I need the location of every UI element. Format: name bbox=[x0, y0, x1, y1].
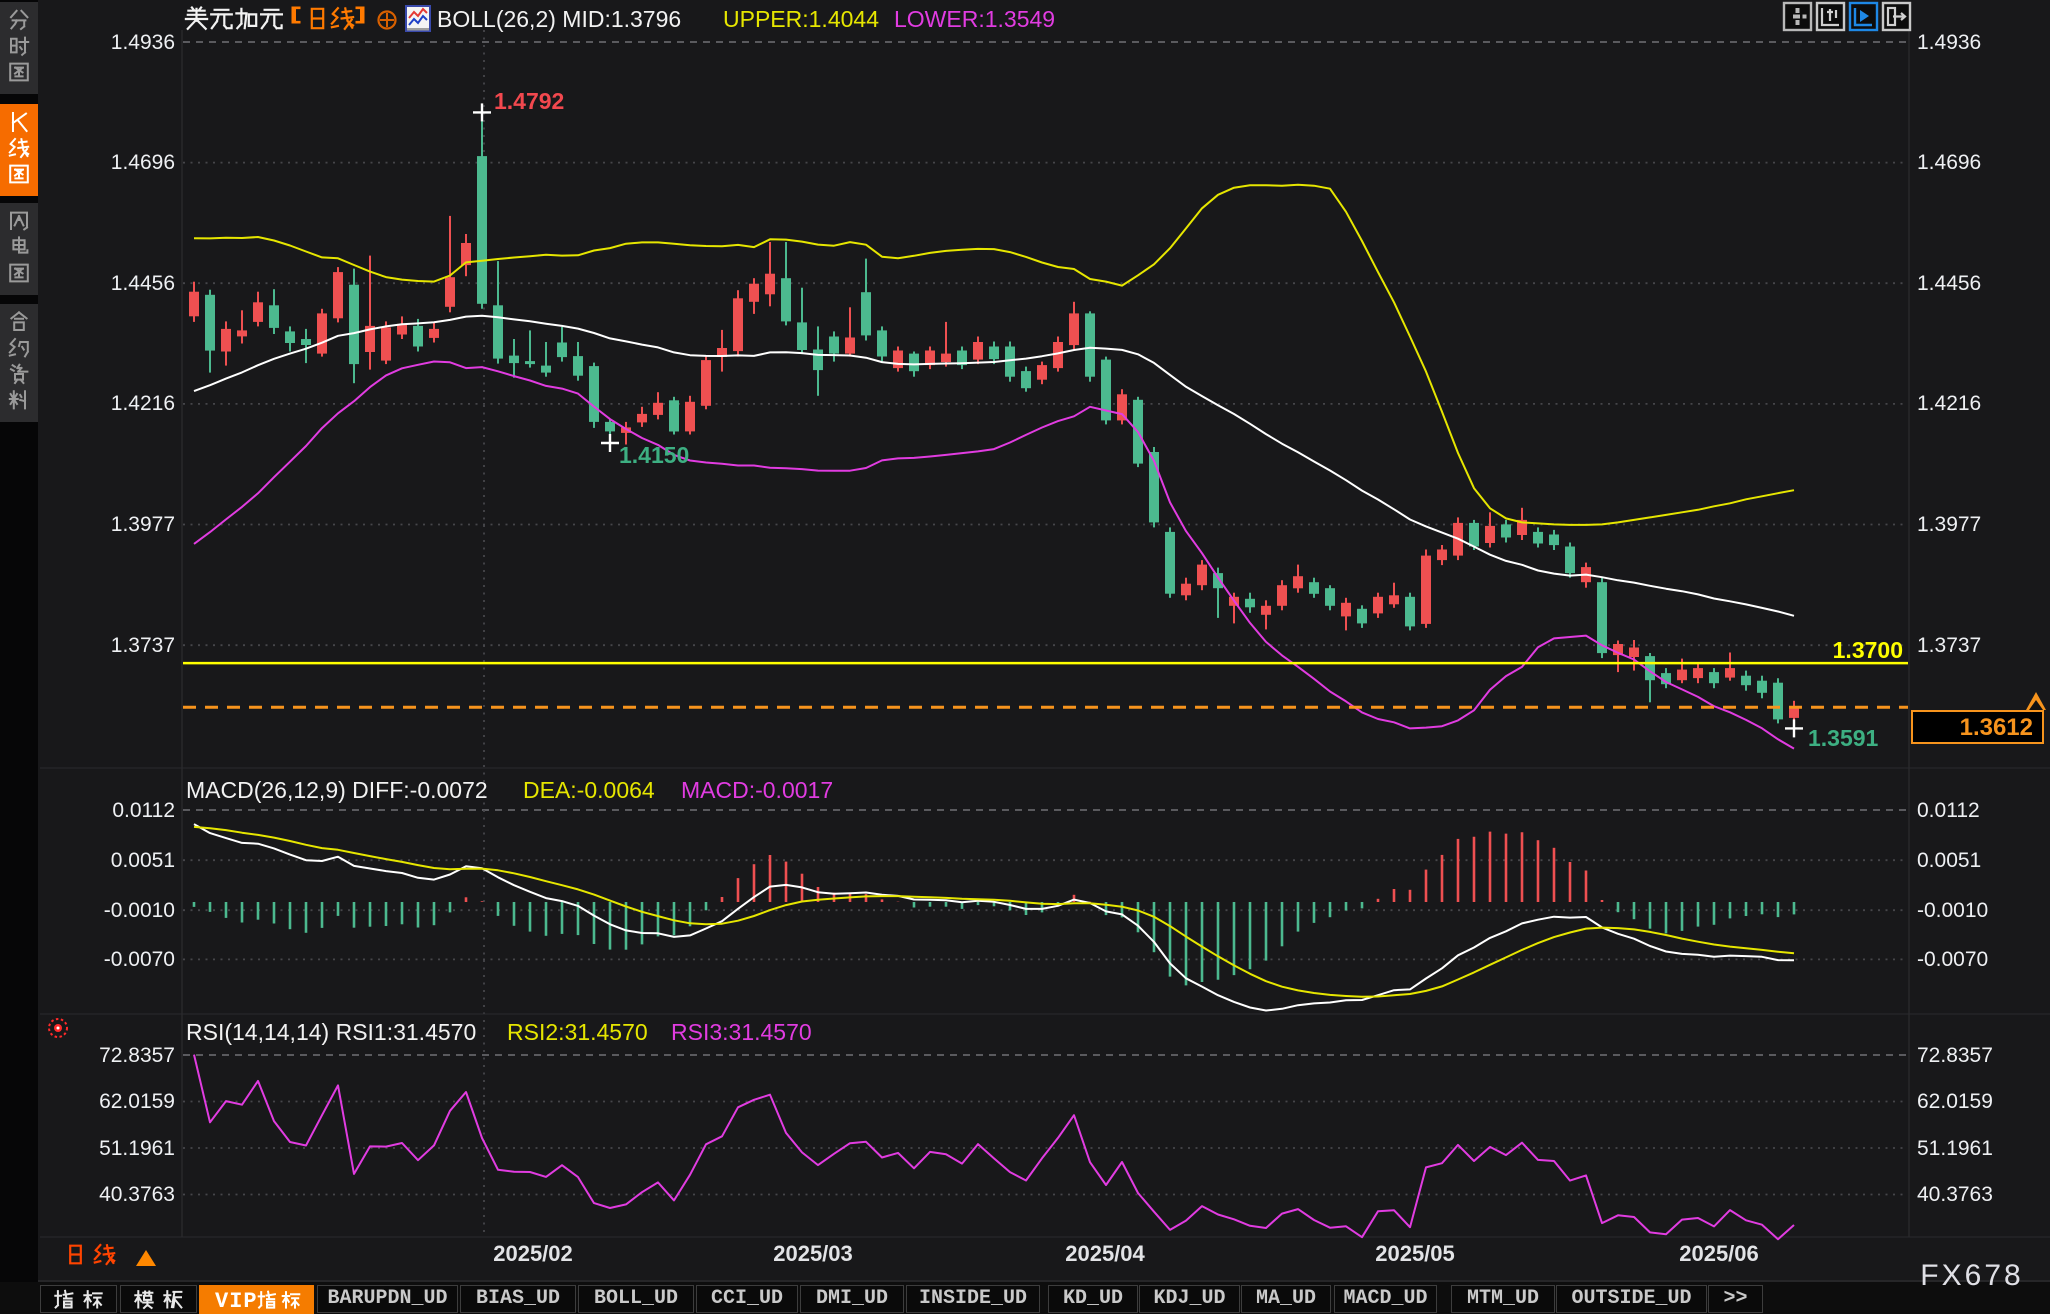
svg-text:VIP: VIP bbox=[215, 1289, 258, 1314]
